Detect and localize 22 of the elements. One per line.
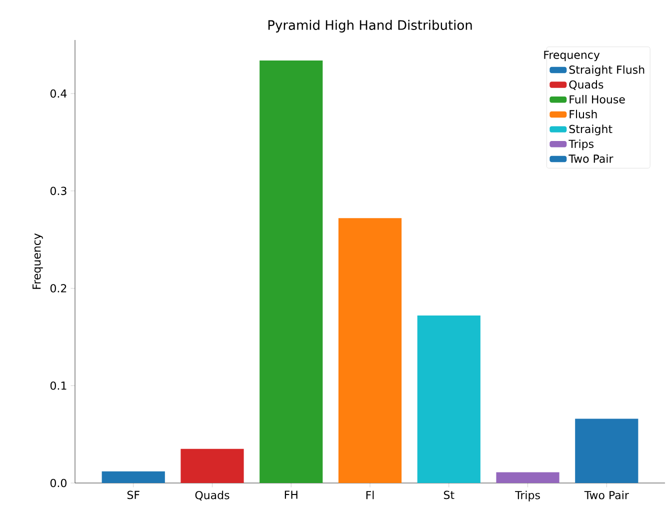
x-tick-label: Trips (515, 490, 540, 502)
y-tick-label: 0.0 (50, 478, 66, 488)
x-tick-label: Two Pair (584, 490, 629, 500)
legend-label: Straight Flush (569, 65, 644, 76)
legend-label: Full House (570, 94, 625, 104)
y-axis-title: Frequency (32, 233, 43, 289)
legend-label: Trips (568, 140, 594, 150)
x-tick-label: SF (127, 490, 140, 500)
legend-label: Straight (569, 124, 612, 136)
legend-label: Two Pair (568, 154, 614, 163)
legend-label: Flush (570, 110, 597, 118)
x-tick-label: St (444, 490, 454, 500)
legend-label: Quads (569, 80, 604, 90)
y-tick-label: 0.3 (50, 186, 66, 196)
x-tick-label: Fl (366, 490, 374, 500)
x-tick-label: Quads (195, 490, 230, 501)
y-tick-label: 0.1 (50, 381, 66, 390)
x-tick-label: FH (284, 490, 298, 499)
y-tick-label: 0.4 (50, 89, 67, 98)
y-tick-label: 0.2 (50, 284, 66, 292)
legend-title: Frequency (544, 50, 600, 62)
chart-title: Pyramid High Hand Distribution (268, 20, 472, 32)
